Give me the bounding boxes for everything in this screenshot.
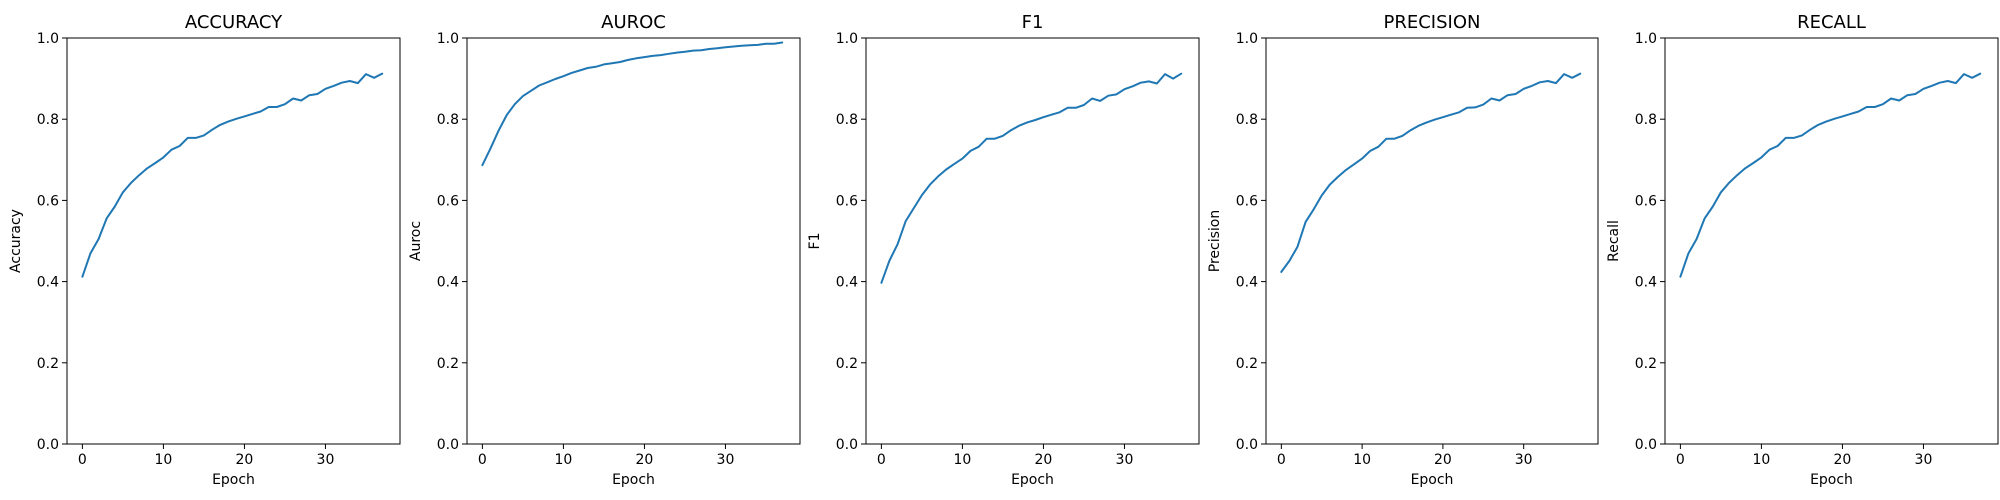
y-tick-label: 0.2 <box>1635 356 1657 372</box>
x-tick-label: 10 <box>155 452 173 468</box>
y-axis-label: Accuracy <box>8 209 24 273</box>
plot-frame <box>1664 37 1999 445</box>
chart-title: ACCURACY <box>185 12 283 33</box>
x-axis-label: Epoch <box>1011 472 1054 488</box>
y-tick-label: 0.8 <box>1635 112 1657 128</box>
y-tick-label: 0.6 <box>1635 193 1657 209</box>
x-tick-label: 30 <box>1515 452 1533 468</box>
y-axis-label: Recall <box>1606 220 1622 262</box>
y-tick-label: 1.0 <box>1635 31 1657 47</box>
y-tick-label: 0.8 <box>836 112 858 128</box>
x-tick-label: 0 <box>1277 452 1286 468</box>
y-tick-label: 1.0 <box>437 31 459 47</box>
chart-title: RECALL <box>1797 12 1866 33</box>
y-tick-label: 1.0 <box>836 31 858 47</box>
y-tick-label: 0.4 <box>437 275 459 291</box>
x-axis-label: Epoch <box>612 472 655 488</box>
x-tick-label: 10 <box>1353 452 1371 468</box>
y-axis-label: Precision <box>1207 210 1223 272</box>
x-tick-label: 0 <box>478 452 487 468</box>
y-tick-label: 0.2 <box>1236 356 1258 372</box>
x-tick-label: 10 <box>555 452 573 468</box>
x-tick-label: 0 <box>78 452 87 468</box>
y-tick-label: 0.0 <box>37 437 59 453</box>
y-tick-label: 0.4 <box>1236 275 1258 291</box>
x-tick-label: 20 <box>1434 452 1452 468</box>
y-tick-label: 0.0 <box>437 437 459 453</box>
plot-frame <box>66 37 401 445</box>
y-tick-label: 0.6 <box>437 193 459 209</box>
chart-panel-auroc: AUROC 0 10 20 30 0.0 0.2 0.4 0.6 0.8 1.0 Epoch Auroc <box>408 12 801 488</box>
y-tick-label: 0.0 <box>1236 437 1258 453</box>
chart-panel-precision: PRECISION 0 10 20 30 0.0 0.2 0.4 0.6 0.8 1.0 Epoch P… <box>1207 12 1599 488</box>
y-tick-label: 0.4 <box>37 275 59 291</box>
y-axis-label: F1 <box>807 233 823 250</box>
x-axis-label: Epoch <box>212 472 255 488</box>
y-tick-label: 0.6 <box>1236 193 1258 209</box>
y-tick-label: 0.8 <box>1236 112 1258 128</box>
series-line <box>481 41 784 167</box>
x-tick-label: 0 <box>877 452 886 468</box>
x-tick-label: 30 <box>1116 452 1134 468</box>
x-axis-label: Epoch <box>1411 472 1454 488</box>
chart-title: F1 <box>1022 12 1044 33</box>
x-axis-label: Epoch <box>1810 472 1853 488</box>
y-tick-label: 0.6 <box>836 193 858 209</box>
y-tick-label: 0.2 <box>437 356 459 372</box>
x-tick-label: 20 <box>236 452 254 468</box>
y-tick-label: 0.8 <box>37 112 59 128</box>
chart-panel-recall: RECALL 0 10 20 30 0.0 0.2 0.4 0.6 0.8 1.0 Epoch Reca… <box>1606 12 1999 488</box>
x-tick-label: 30 <box>717 452 735 468</box>
series-line <box>1679 72 1982 278</box>
y-tick-label: 0.0 <box>836 437 858 453</box>
chart-title: AUROC <box>601 12 666 33</box>
x-tick-label: 0 <box>1676 452 1685 468</box>
x-tick-label: 20 <box>1035 452 1053 468</box>
plot-frame <box>865 37 1200 445</box>
x-tick-label: 20 <box>636 452 654 468</box>
series-line <box>1280 72 1582 273</box>
x-tick-label: 30 <box>1915 452 1933 468</box>
x-tick-label: 10 <box>1753 452 1771 468</box>
x-tick-label: 30 <box>317 452 335 468</box>
y-tick-label: 0.6 <box>37 193 59 209</box>
chart-panel-accuracy: ACCURACY 0 10 20 30 0.0 0.2 0.4 0.6 0.8 1.0 Epoch Ac… <box>8 12 401 488</box>
y-tick-label: 0.2 <box>836 356 858 372</box>
y-tick-label: 0.8 <box>437 112 459 128</box>
y-tick-label: 0.2 <box>37 356 59 372</box>
x-tick-label: 20 <box>1834 452 1852 468</box>
y-tick-label: 0.4 <box>1635 275 1657 291</box>
plot-frame <box>466 37 801 445</box>
chart-title: PRECISION <box>1384 12 1481 33</box>
y-axis-label: Auroc <box>408 221 424 261</box>
y-tick-label: 0.4 <box>836 275 858 291</box>
chart-panel-f1: F1 0 10 20 30 0.0 0.2 0.4 0.6 0.8 1.0 Epoch F1 <box>807 12 1200 488</box>
plot-frame <box>1265 37 1599 445</box>
series-line <box>880 72 1183 284</box>
y-tick-label: 1.0 <box>1236 31 1258 47</box>
y-tick-label: 1.0 <box>37 31 59 47</box>
series-line <box>81 72 384 278</box>
x-tick-label: 10 <box>954 452 972 468</box>
y-tick-label: 0.0 <box>1635 437 1657 453</box>
